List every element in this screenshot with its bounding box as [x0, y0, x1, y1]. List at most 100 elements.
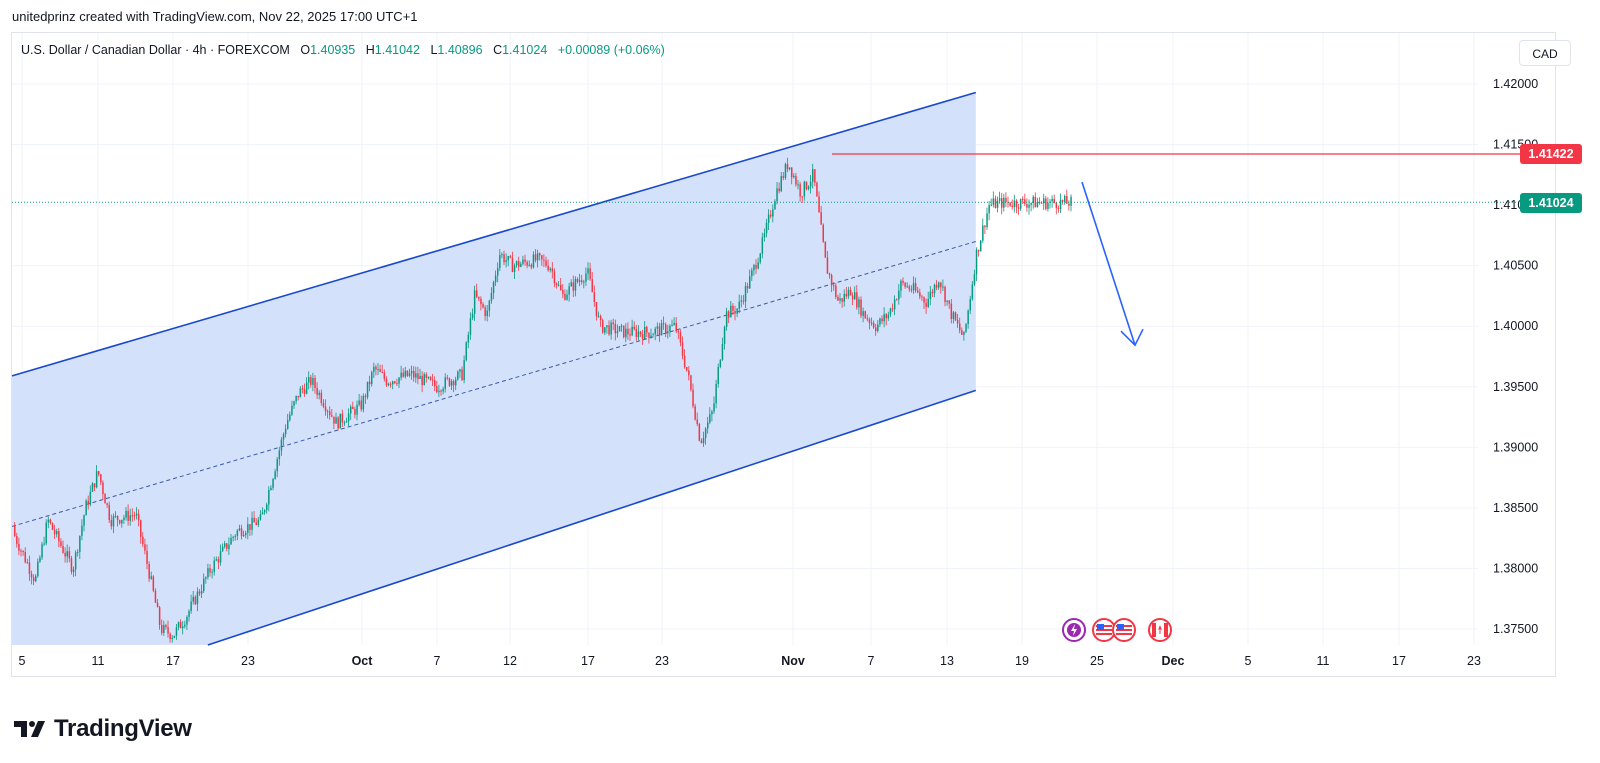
time-tick-label: 23	[241, 654, 255, 668]
candle-body	[1053, 198, 1055, 203]
candle-body	[681, 342, 684, 356]
candle-body	[396, 383, 398, 385]
lightning-event-icon[interactable]	[1062, 618, 1086, 642]
candle-body	[293, 401, 295, 406]
candle-body	[64, 552, 66, 557]
candle-body	[473, 290, 476, 314]
candle-body	[431, 379, 434, 381]
candle-body	[247, 524, 249, 533]
candle-body	[165, 625, 167, 628]
price-tick-label: 1.37500	[1493, 622, 1538, 636]
channel-upper-line	[11, 91, 977, 377]
candle-body	[959, 323, 961, 331]
candle-body	[415, 373, 417, 378]
candle-body	[753, 264, 755, 271]
candle-body	[289, 414, 291, 421]
candle-body	[673, 322, 675, 325]
author-line: unitedprinz created with TradingView.com…	[12, 9, 418, 24]
candle-body	[610, 322, 612, 335]
candle-body	[169, 633, 171, 640]
close-label: C	[493, 43, 503, 57]
candle-body	[167, 627, 169, 634]
candle-body	[104, 494, 106, 504]
candle-body	[1019, 198, 1022, 209]
candle-body	[604, 327, 606, 333]
candle-body	[60, 541, 62, 546]
candle-body	[526, 261, 528, 266]
candle-body	[917, 290, 919, 293]
candle-body	[845, 293, 848, 297]
candle-body	[782, 176, 785, 178]
time-tick-label: 13	[940, 654, 954, 668]
candle-body	[877, 324, 879, 331]
candle-body	[72, 569, 75, 572]
candle-body	[879, 318, 881, 325]
us-flag-icon-2[interactable]	[1112, 618, 1136, 642]
candle-body	[702, 437, 705, 443]
candle-body	[77, 551, 79, 553]
candle-body	[360, 400, 362, 410]
candle-body	[276, 459, 278, 472]
candle-body	[41, 544, 43, 558]
candle-body	[524, 259, 526, 262]
candle-body	[694, 406, 696, 420]
open-value: 1.40935	[310, 43, 356, 57]
candle-body	[337, 417, 339, 429]
change-value: +0.00089 (+0.06%)	[557, 43, 665, 57]
candle-body	[438, 390, 440, 393]
candle-body	[828, 273, 831, 276]
candle-body	[658, 326, 661, 336]
candle-body	[746, 286, 749, 289]
candle-body	[413, 370, 415, 378]
candle-body	[224, 543, 226, 547]
candle-body	[631, 326, 633, 336]
candle-body	[1022, 198, 1024, 200]
candle-body	[698, 423, 701, 441]
candle-body	[387, 383, 390, 386]
candle-body	[373, 366, 375, 373]
candle-body	[599, 316, 602, 321]
candle-body	[688, 370, 690, 376]
candle-body	[904, 282, 906, 287]
candle-body	[797, 184, 799, 186]
candle-body	[940, 282, 942, 288]
candle-body	[261, 512, 264, 515]
candle-body	[967, 310, 969, 325]
candle-body	[856, 292, 858, 308]
candle-body	[486, 310, 488, 317]
candle-body	[127, 510, 129, 521]
candle-body	[509, 256, 512, 258]
close-value: 1.41024	[502, 43, 548, 57]
currency-button[interactable]: CAD	[1519, 40, 1571, 66]
canada-flag-icon[interactable]	[1148, 618, 1172, 642]
candle-body	[110, 519, 113, 527]
candle-body	[780, 176, 782, 192]
candle-body	[774, 201, 776, 210]
candle-body	[977, 249, 980, 252]
candle-body	[203, 578, 205, 592]
chart-pane[interactable]	[11, 32, 1556, 677]
candle-body	[494, 275, 497, 283]
candle-body	[318, 392, 320, 395]
candle-body	[444, 377, 446, 389]
time-tick-label: 17	[581, 654, 595, 668]
price-tick-label: 1.40500	[1493, 259, 1538, 273]
candle-body	[543, 259, 545, 261]
low-value: 1.40896	[437, 43, 483, 57]
candle-body	[87, 500, 89, 505]
tradingview-logo[interactable]: TradingView	[14, 715, 192, 743]
candle-body	[14, 526, 16, 537]
candle-body	[461, 369, 463, 381]
candle-body	[677, 331, 680, 333]
candle-body	[837, 296, 839, 301]
candle-body	[186, 616, 188, 625]
candle-body	[102, 482, 104, 495]
candle-body	[975, 249, 978, 275]
candle-body	[452, 381, 455, 386]
candle-body	[211, 571, 213, 573]
candle-body	[83, 515, 85, 526]
candle-body	[744, 286, 747, 302]
candle-body	[347, 413, 350, 422]
candle-body	[986, 213, 988, 228]
